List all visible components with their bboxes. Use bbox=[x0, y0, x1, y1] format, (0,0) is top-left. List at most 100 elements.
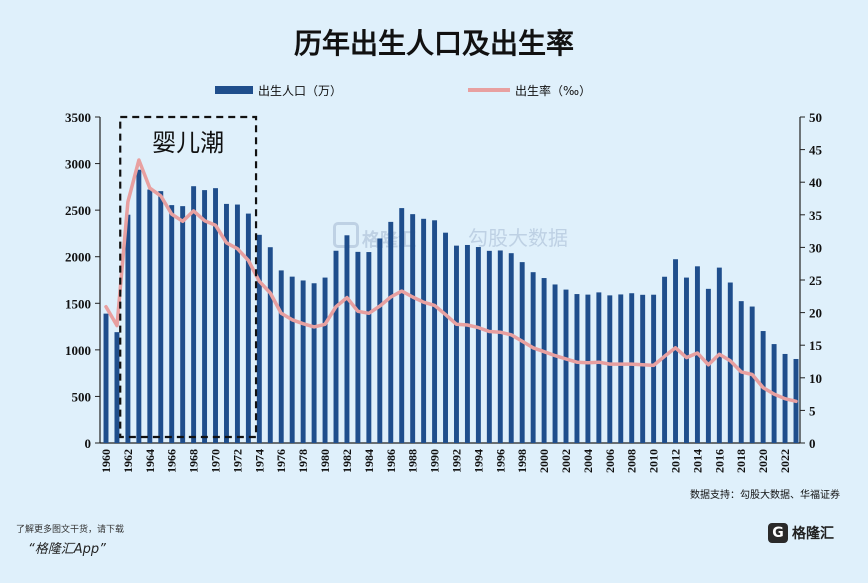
bar-1998 bbox=[519, 262, 525, 443]
bar-1989 bbox=[421, 218, 427, 443]
bar-2004 bbox=[585, 294, 591, 443]
x-tick-label: 2006 bbox=[603, 449, 617, 473]
bar-1960 bbox=[103, 313, 109, 443]
bar-1983 bbox=[355, 251, 361, 443]
brand-logo-text: 格隆汇 bbox=[792, 526, 834, 542]
bar-1993 bbox=[464, 244, 470, 443]
bar-1973 bbox=[245, 213, 251, 443]
bar-1971 bbox=[224, 203, 229, 443]
bar-1963 bbox=[136, 169, 142, 443]
bar-1997 bbox=[508, 253, 514, 443]
right-tick-label: 15 bbox=[809, 338, 823, 353]
bar-1992 bbox=[454, 245, 459, 443]
bar-1979 bbox=[311, 283, 317, 443]
x-tick-label: 1978 bbox=[296, 449, 310, 473]
bar-1978 bbox=[300, 280, 306, 443]
footer-logo: G 格隆汇 bbox=[768, 523, 834, 543]
right-tick-label: 5 bbox=[809, 403, 816, 418]
right-tick-label: 0 bbox=[809, 436, 816, 451]
x-tick-label: 2010 bbox=[647, 449, 661, 473]
bar-1981 bbox=[333, 250, 339, 443]
x-tick-label: 1980 bbox=[318, 449, 332, 473]
x-tick-label: 2016 bbox=[712, 449, 726, 473]
x-tick-label: 1996 bbox=[493, 449, 507, 473]
x-tick-label: 1982 bbox=[340, 449, 354, 473]
x-tick-label: 1964 bbox=[143, 449, 157, 473]
bar-2005 bbox=[596, 292, 602, 443]
x-tick-label: 2018 bbox=[734, 449, 748, 473]
left-tick-label: 0 bbox=[85, 436, 92, 451]
right-tick-label: 35 bbox=[809, 208, 823, 223]
legend-bar-swatch bbox=[215, 86, 253, 94]
left-tick-label: 2500 bbox=[65, 203, 91, 218]
chart-title: 历年出生人口及出生率 bbox=[293, 27, 574, 60]
bar-2003 bbox=[574, 294, 580, 443]
bar-1964 bbox=[147, 189, 153, 443]
left-tick-label: 1500 bbox=[65, 296, 91, 311]
x-tick-label: 2012 bbox=[669, 449, 683, 473]
x-tick-label: 1960 bbox=[99, 449, 113, 473]
bar-1967 bbox=[180, 206, 186, 443]
bar-2006 bbox=[607, 295, 613, 443]
x-tick-label: 2020 bbox=[756, 449, 770, 473]
bar-1961 bbox=[114, 332, 120, 443]
x-tick-label: 2008 bbox=[625, 449, 639, 473]
right-tick-label: 25 bbox=[809, 273, 823, 288]
x-tick-label: 2000 bbox=[537, 449, 551, 473]
right-tick-label: 40 bbox=[809, 175, 822, 190]
bar-2013 bbox=[684, 277, 689, 443]
legend-bar-label: 出生人口（万） bbox=[258, 84, 342, 98]
bar-1991 bbox=[443, 232, 448, 443]
x-tick-label: 1968 bbox=[187, 449, 201, 473]
bar-1984 bbox=[366, 252, 372, 443]
x-tick-label: 2004 bbox=[581, 449, 595, 473]
x-tick-label: 1976 bbox=[274, 449, 288, 473]
brand-logo-icon: G bbox=[768, 523, 788, 543]
x-tick-label: 1988 bbox=[406, 449, 420, 473]
bar-1965 bbox=[158, 191, 164, 443]
bar-1987 bbox=[399, 208, 405, 443]
birth-rate-line bbox=[104, 158, 798, 404]
x-tick-label: 1984 bbox=[362, 449, 376, 473]
bar-1986 bbox=[388, 221, 394, 443]
x-tick-label: 1974 bbox=[252, 449, 266, 473]
left-tick-label: 3000 bbox=[65, 157, 91, 172]
x-tick-label: 1994 bbox=[471, 449, 485, 473]
bar-1962 bbox=[125, 214, 131, 443]
bar-1977 bbox=[289, 276, 295, 443]
bar-2010 bbox=[651, 294, 657, 443]
watermark-partner: 勾股大数据 bbox=[468, 226, 568, 250]
right-tick-label: 50 bbox=[809, 110, 822, 125]
bar-2008 bbox=[629, 293, 635, 443]
bar-2011 bbox=[662, 276, 668, 443]
right-tick-label: 10 bbox=[809, 371, 822, 386]
bar-1969 bbox=[202, 190, 208, 443]
left-tick-label: 2000 bbox=[65, 250, 91, 265]
bar-1999 bbox=[530, 272, 536, 443]
bar-1974 bbox=[256, 234, 262, 443]
bar-2009 bbox=[640, 294, 646, 443]
x-tick-label: 1972 bbox=[230, 449, 244, 473]
footer-download-hint: 了解更多图文干货，请下载 bbox=[16, 525, 125, 535]
x-tick-label: 1970 bbox=[209, 449, 223, 473]
bar-2001 bbox=[552, 284, 558, 443]
legend-line-label: 出生率（‰） bbox=[515, 83, 591, 98]
left-tick-label: 500 bbox=[72, 389, 92, 404]
bar-1982 bbox=[344, 235, 350, 443]
bar-1988 bbox=[410, 214, 416, 443]
bar-2000 bbox=[541, 278, 547, 443]
bar-2012 bbox=[673, 259, 678, 443]
bar-1966 bbox=[169, 205, 175, 443]
right-tick-label: 45 bbox=[809, 143, 823, 158]
bar-1972 bbox=[234, 204, 240, 443]
left-tick-label: 3500 bbox=[65, 110, 91, 125]
bar-1995 bbox=[486, 250, 492, 443]
bar-2002 bbox=[563, 289, 569, 443]
footer-app-name: “格隆汇App” bbox=[28, 542, 106, 557]
baby-boom-label: 婴儿潮 bbox=[152, 129, 224, 157]
source-note: 数据支持：勾股大数据、华福证券 bbox=[690, 488, 840, 501]
bar-1990 bbox=[432, 220, 438, 443]
x-tick-label: 1966 bbox=[165, 449, 179, 473]
bar-1970 bbox=[213, 188, 218, 443]
x-tick-label: 2014 bbox=[690, 449, 704, 473]
